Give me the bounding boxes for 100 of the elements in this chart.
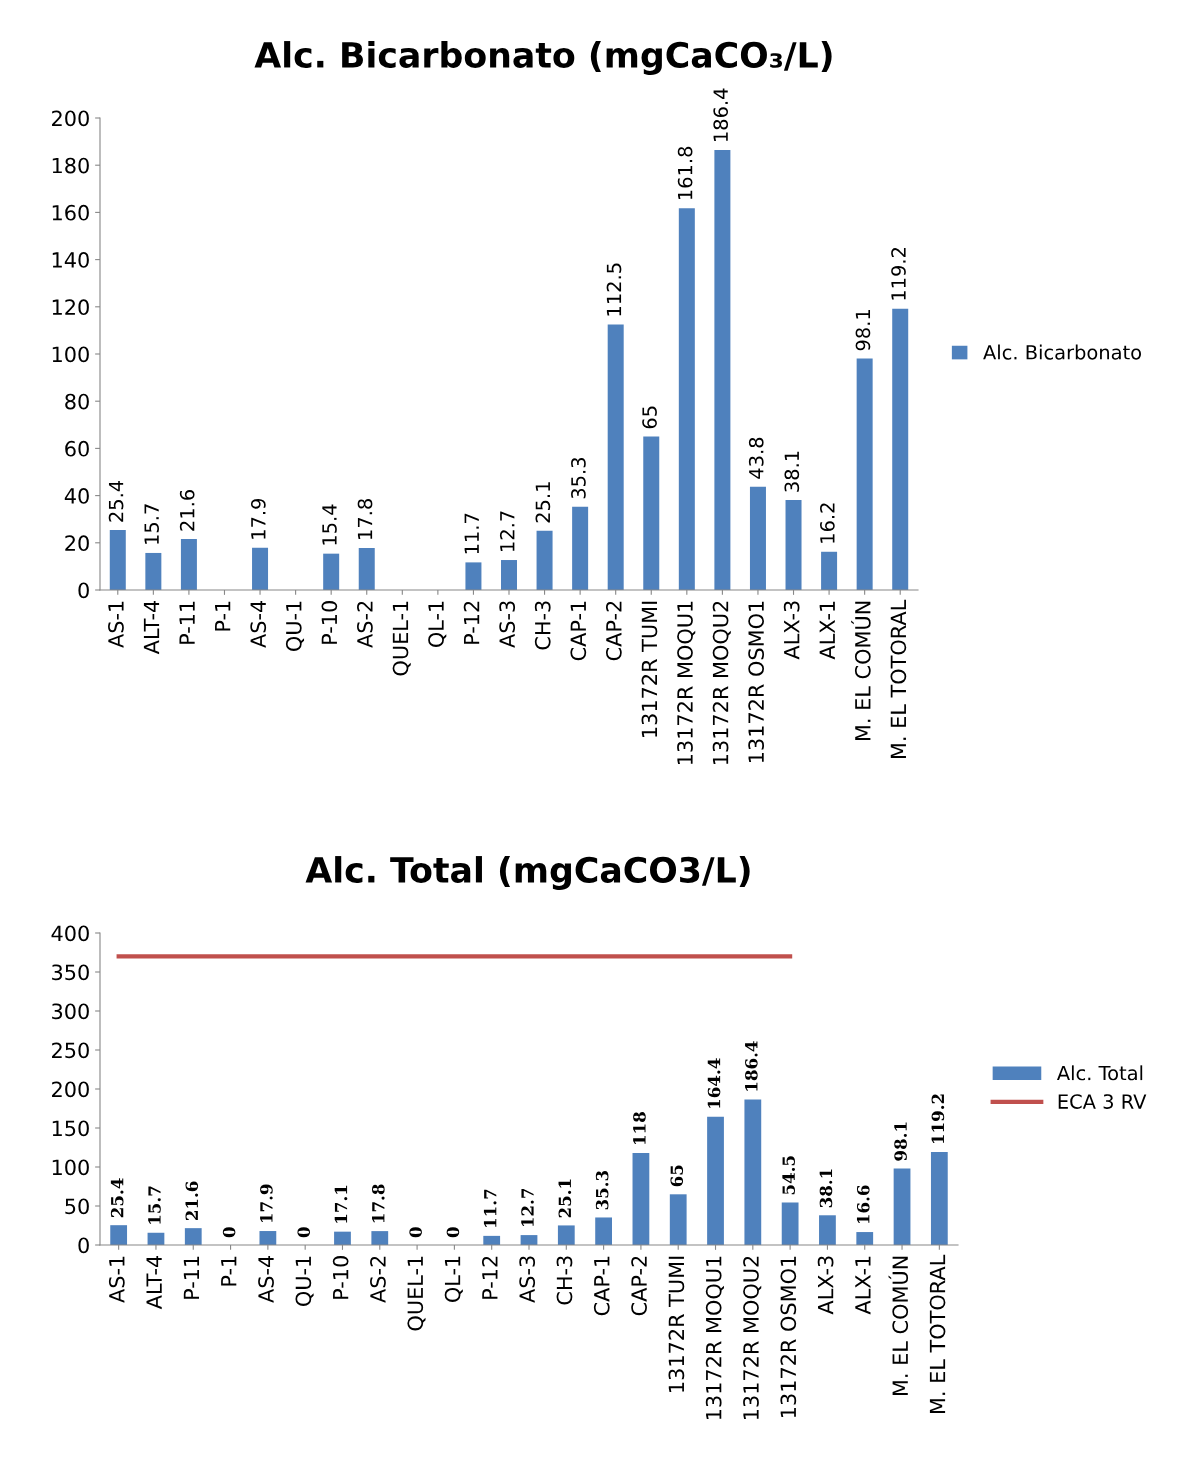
x-tick-label: ALX-1	[819, 601, 835, 660]
x-tick-label: AS-3	[519, 1256, 536, 1303]
x-tick-label: 13172R MOQU2	[712, 601, 731, 765]
data-label: 16.2	[820, 503, 835, 543]
x-tick-label: ALT-4	[143, 600, 160, 655]
data-label: 118	[633, 1112, 646, 1144]
x-tick-label: CAP-2	[605, 601, 622, 661]
data-label: 38.1	[784, 451, 800, 492]
data-label: 25.4	[110, 1178, 124, 1218]
bar	[893, 1168, 911, 1245]
legend-label: ECA 3 RV	[1058, 1094, 1147, 1109]
y-tick-label: 120	[52, 299, 89, 316]
data-label: 43.8	[748, 437, 764, 479]
y-tick-label: 150	[52, 1120, 89, 1137]
data-label: 17.9	[260, 1184, 273, 1223]
x-tick-label: P-1	[221, 1256, 237, 1286]
x-tick-label: ALX-3	[783, 601, 800, 660]
y-tick-label: 100	[52, 346, 89, 363]
data-label: 17.8	[372, 1184, 385, 1223]
bar	[109, 530, 126, 590]
x-tick-label: 13172R TUMI	[641, 601, 658, 737]
data-label: 35.3	[571, 458, 586, 499]
x-tick-label: ALT-4	[146, 1255, 162, 1310]
x-tick-label: 13172R OSMO1	[780, 1256, 797, 1418]
y-tick-label: 250	[52, 1042, 89, 1059]
bar	[607, 324, 624, 590]
data-label: 11.7	[464, 513, 479, 554]
x-tick-label: QL-1	[444, 1256, 463, 1302]
data-label: 25.1	[535, 482, 551, 523]
data-label: 12.7	[499, 511, 515, 551]
data-label: 21.6	[179, 490, 195, 531]
data-label: 16.6	[856, 1185, 870, 1224]
data-label: 161.8	[677, 146, 693, 200]
x-tick-label: AS-3	[499, 601, 516, 648]
bar	[145, 552, 162, 590]
data-label: 17.9	[250, 498, 266, 539]
y-tick-label: 200	[52, 1081, 89, 1098]
bar	[930, 1152, 948, 1245]
x-tick-label: P-1	[215, 601, 231, 631]
bar	[501, 560, 517, 590]
bar	[184, 1228, 202, 1245]
bar	[669, 1194, 687, 1245]
y-tick-label: 180	[52, 157, 89, 174]
x-tick-label: 13172R OSMO1	[748, 601, 764, 763]
bar	[643, 436, 660, 590]
bar	[632, 1152, 650, 1245]
bar	[110, 1225, 128, 1245]
bar	[259, 1231, 277, 1245]
data-label: 17.8	[357, 499, 373, 539]
x-tick-label: CH-3	[556, 1256, 573, 1305]
y-tick-label: 300	[52, 1003, 89, 1020]
x-tick-label: CAP-1	[570, 601, 587, 661]
x-tick-label: M. EL COMÚN	[888, 1256, 909, 1396]
y-tick-label: 200	[52, 110, 89, 127]
data-label: 0	[446, 1227, 460, 1238]
y-tick-label: 20	[65, 535, 89, 552]
y-tick-label: 50	[65, 1198, 89, 1215]
data-label: 98.1	[855, 310, 871, 351]
x-tick-label: AS-1	[108, 601, 124, 648]
data-label: 186.4	[713, 88, 729, 142]
bar	[892, 308, 909, 590]
data-label: 186.4	[745, 1041, 758, 1091]
data-label: 25.4	[108, 480, 124, 522]
data-label: 25.1	[558, 1179, 572, 1218]
legend-label: Alc. Bicarbonato	[983, 344, 1142, 360]
data-label: 119.2	[891, 248, 906, 300]
x-tick-label: AS-1	[108, 1256, 125, 1303]
bar	[707, 1116, 724, 1245]
y-tick-label: 0	[78, 1237, 89, 1254]
y-tick-label: 350	[52, 964, 89, 981]
x-tick-label: QUEL-1	[392, 601, 411, 676]
bar	[749, 486, 766, 590]
bar	[856, 1232, 874, 1245]
data-label: 11.7	[483, 1189, 497, 1227]
x-tick-label: P-11	[179, 601, 195, 644]
bar	[781, 1202, 799, 1245]
x-tick-label: M. EL COMÚN	[851, 601, 871, 741]
x-tick-label: P-12	[463, 601, 480, 644]
x-tick-label: QL-1	[428, 601, 447, 647]
x-tick-label: AS-4	[250, 600, 267, 648]
bar	[358, 547, 375, 590]
data-label: 0	[297, 1227, 311, 1238]
bar	[572, 506, 589, 590]
data-label: 15.7	[144, 504, 159, 544]
data-label: 164.4	[707, 1058, 721, 1108]
x-tick-label: AS-2	[357, 601, 373, 648]
data-label: 98.1	[894, 1122, 907, 1161]
data-label: 65	[670, 1165, 684, 1187]
data-label: 65	[642, 406, 657, 429]
bar	[536, 530, 553, 590]
data-label: 54.5	[782, 1156, 795, 1195]
bar	[334, 1231, 351, 1245]
bar	[465, 562, 482, 590]
x-tick-label: 13172R MOQU1	[705, 1256, 724, 1420]
x-tick-label: ALX-3	[817, 1256, 834, 1315]
data-label: 12.7	[521, 1188, 534, 1227]
y-tick-label: 100	[52, 1159, 89, 1176]
bar	[595, 1217, 612, 1245]
data-label: 0	[222, 1227, 236, 1238]
y-tick-label: 60	[65, 440, 89, 457]
